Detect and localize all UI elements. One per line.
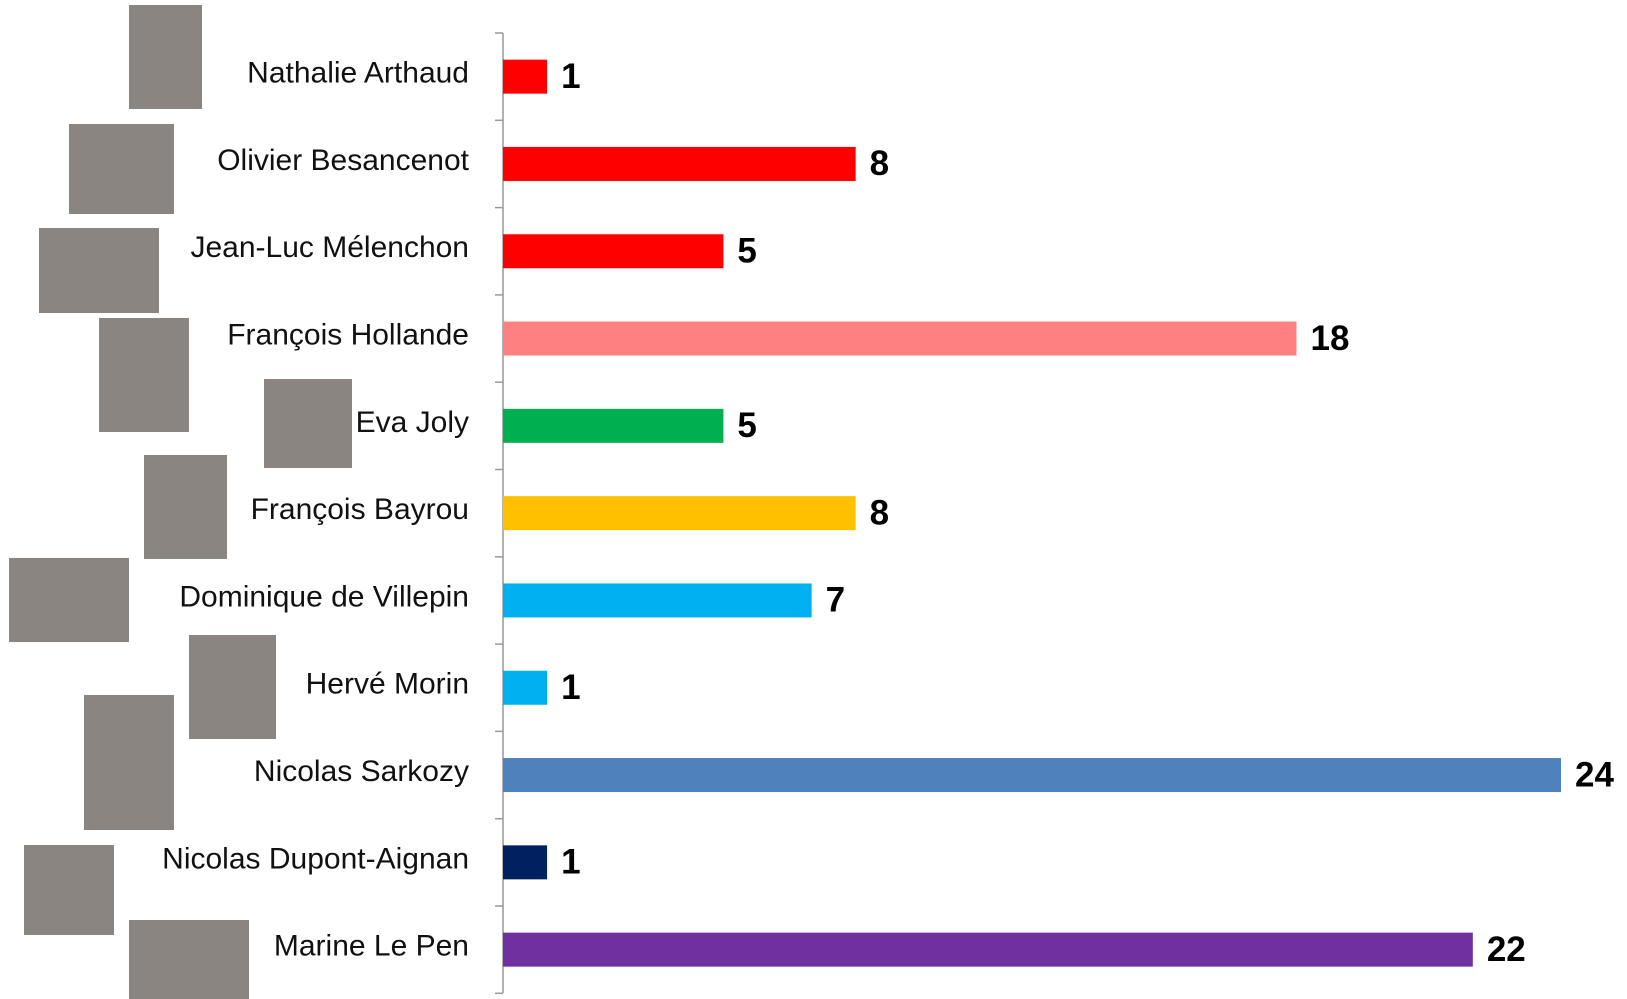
bar [503,932,1473,967]
photo [24,845,114,935]
photo [84,695,174,830]
photo [9,558,129,642]
photo [144,455,227,559]
photo [99,318,189,432]
category-label: Hervé Morin [306,668,469,701]
bar [503,408,724,443]
category-label: Nicolas Sarkozy [254,755,469,788]
category-label: Eva Joly [356,406,469,439]
category-label: Marine Le Pen [274,930,469,963]
photo [129,5,202,109]
category-label: François Hollande [227,318,469,351]
value-label: 5 [737,406,756,445]
bar [503,670,548,705]
photo [189,635,276,739]
bar [503,146,856,181]
value-label: 5 [737,232,756,271]
value-label: 7 [826,581,845,620]
category-label: Nicolas Dupont-Aignan [162,842,469,875]
photo [264,379,352,468]
photo [129,920,249,999]
value-label: 22 [1487,930,1526,969]
candidate-photos [9,5,352,999]
value-label: 1 [561,843,580,882]
value-label: 18 [1311,319,1350,358]
value-label: 1 [561,668,580,707]
value-label: 24 [1575,755,1614,794]
category-label: François Bayrou [251,493,469,526]
bar [503,758,1561,793]
value-label: 1 [561,57,580,96]
photo [39,228,159,313]
category-label: Jean-Luc Mélenchon [190,231,469,264]
category-label: Dominique de Villepin [179,580,469,613]
bar [503,583,812,618]
value-label: 8 [870,144,889,183]
bar [503,234,724,269]
bar [503,496,856,531]
bar [503,321,1297,356]
photo [69,124,174,214]
category-label: Nathalie Arthaud [247,57,469,90]
category-label: Olivier Besancenot [217,144,469,177]
value-label: 8 [870,493,889,532]
bar [503,59,548,94]
bar [503,845,548,880]
